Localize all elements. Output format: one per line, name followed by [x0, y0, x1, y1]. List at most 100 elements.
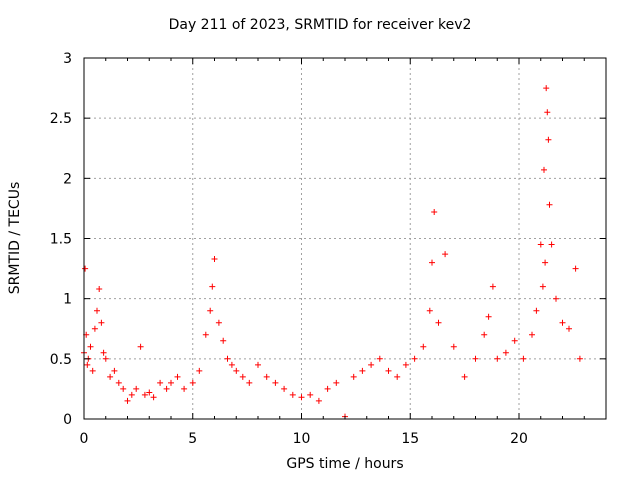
- data-point: [215, 319, 222, 326]
- data-point: [426, 307, 433, 314]
- data-point: [233, 367, 240, 374]
- y-tick-label: 3: [63, 51, 72, 67]
- data-point: [435, 319, 442, 326]
- data-point: [559, 319, 566, 326]
- data-points: [81, 85, 583, 420]
- data-point: [572, 265, 579, 272]
- data-point: [91, 325, 98, 332]
- data-point: [359, 367, 366, 374]
- data-point: [324, 385, 331, 392]
- data-point: [429, 259, 435, 266]
- data-point: [543, 85, 550, 92]
- data-point: [431, 209, 438, 215]
- data-point: [174, 373, 181, 380]
- data-point: [481, 331, 488, 338]
- data-point: [107, 373, 114, 380]
- data-point: [137, 343, 144, 350]
- data-point: [533, 307, 540, 314]
- data-point: [385, 367, 392, 374]
- data-point: [539, 283, 546, 290]
- data-point: [133, 385, 140, 392]
- data-point: [289, 391, 296, 398]
- x-axis-label: GPS time / hours: [286, 456, 404, 472]
- data-point: [239, 373, 246, 380]
- data-point: [566, 325, 572, 332]
- data-point: [402, 361, 409, 368]
- data-point: [168, 379, 174, 386]
- data-point: [411, 355, 418, 362]
- data-point: [82, 265, 89, 272]
- data-point: [163, 385, 170, 392]
- data-point: [544, 109, 551, 116]
- data-point: [189, 379, 196, 386]
- data-point: [281, 385, 288, 392]
- data-point: [115, 379, 122, 386]
- data-point: [529, 331, 535, 338]
- data-point: [450, 343, 457, 350]
- data-point: [541, 166, 547, 173]
- data-point: [368, 361, 375, 368]
- data-point: [211, 256, 218, 262]
- y-tick-label: 2.5: [50, 111, 72, 127]
- data-point: [537, 241, 544, 248]
- data-point: [150, 394, 157, 401]
- data-point: [485, 313, 492, 320]
- x-tick-label: 20: [510, 431, 528, 447]
- data-point: [196, 367, 203, 374]
- data-point: [576, 355, 583, 362]
- data-point: [157, 379, 164, 386]
- y-tick-label: 1.5: [50, 232, 72, 248]
- data-point: [548, 241, 555, 248]
- data-point: [315, 397, 322, 404]
- y-tick-label: 0: [63, 412, 72, 428]
- data-point: [202, 331, 209, 338]
- x-tick-label: 0: [80, 431, 89, 447]
- data-point: [272, 379, 279, 386]
- data-point: [94, 307, 100, 314]
- x-tick-label: 5: [188, 431, 197, 447]
- y-tick-label: 2: [63, 171, 72, 187]
- data-point: [87, 343, 94, 350]
- y-tick-label: 1: [63, 292, 72, 308]
- axis-ticks: 0 5 10 15 20 0 0.5 1 1.5 2 2.5 3: [50, 51, 606, 447]
- data-point: [209, 283, 216, 290]
- data-point: [124, 397, 131, 404]
- data-point: [376, 355, 383, 362]
- data-point: [255, 361, 261, 368]
- data-point: [100, 349, 107, 356]
- data-point: [89, 367, 96, 374]
- chart-title: Day 211 of 2023, SRMTID for receiver kev…: [168, 17, 472, 33]
- data-point: [494, 355, 501, 362]
- data-point: [394, 373, 401, 380]
- data-point: [542, 259, 549, 266]
- data-point: [84, 361, 91, 368]
- data-point: [111, 367, 118, 374]
- y-tick-label: 0.5: [50, 352, 72, 368]
- data-point: [461, 373, 468, 380]
- x-tick-label: 15: [401, 431, 419, 447]
- data-point: [511, 337, 518, 344]
- data-point: [102, 355, 109, 362]
- data-point: [146, 389, 153, 396]
- data-point: [307, 391, 314, 398]
- data-point: [128, 391, 135, 398]
- data-point: [350, 373, 357, 380]
- data-point: [553, 295, 559, 302]
- data-point: [220, 337, 227, 344]
- data-point: [333, 379, 340, 386]
- data-point: [502, 349, 509, 356]
- x-tick-label: 10: [293, 431, 311, 447]
- data-point: [96, 286, 103, 292]
- data-point: [141, 391, 148, 398]
- data-point: [546, 201, 553, 208]
- data-point: [98, 319, 105, 326]
- data-point: [442, 251, 449, 258]
- data-point: [298, 394, 305, 401]
- data-point: [246, 379, 253, 386]
- data-point: [224, 355, 231, 362]
- data-point: [120, 385, 127, 392]
- grid-lines: [84, 58, 606, 419]
- data-point: [489, 283, 496, 290]
- data-point: [228, 361, 235, 368]
- data-point: [181, 385, 188, 392]
